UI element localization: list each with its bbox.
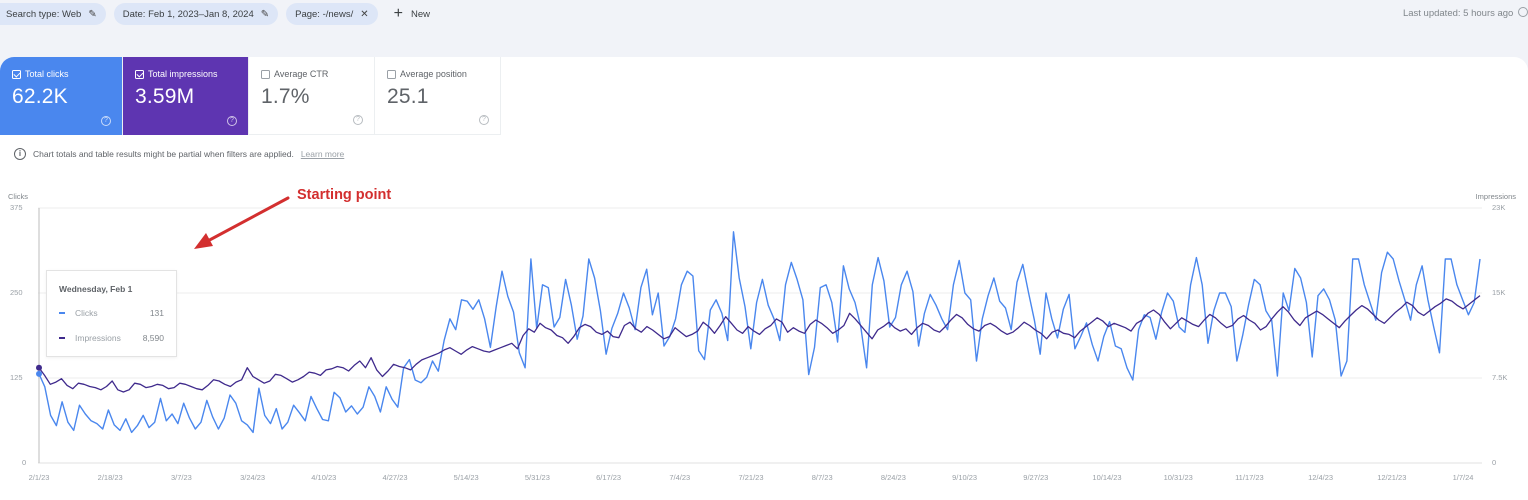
tooltip-date: Wednesday, Feb 1 (59, 284, 133, 294)
tooltip-row-label: Clicks (75, 308, 98, 318)
y-tick-right: 0 (1492, 458, 1497, 467)
chip-label: Search type: Web (6, 8, 82, 20)
x-tick: 5/31/23 (524, 473, 550, 482)
filter-bar: Search type: Web ✎ Date: Feb 1, 2023–Jan… (0, 2, 438, 26)
x-tick: 7/4/23 (669, 473, 691, 482)
metric-label: Total clicks (25, 69, 69, 79)
starting-point-annotation: Starting point (297, 187, 392, 203)
impressions-hover-dot (36, 364, 42, 371)
last-updated: Last updated: 5 hours ago (1403, 7, 1528, 19)
arrow-icon (194, 196, 290, 249)
clicks-hover-dot (36, 370, 42, 377)
filter-chip-date[interactable]: Date: Feb 1, 2023–Jan 8, 2024 ✎ (113, 3, 279, 25)
clicks-line (38, 231, 1481, 434)
x-tick: 9/10/23 (952, 473, 978, 482)
x-tick: 4/27/23 (382, 473, 408, 482)
y-tick-left: 250 (10, 288, 23, 297)
info-icon: i (14, 148, 26, 160)
x-tick: 8/7/23 (811, 473, 833, 482)
y-tick-left: 375 (10, 203, 23, 212)
checkbox-icon[interactable] (387, 69, 396, 79)
x-tick: 4/10/23 (311, 473, 337, 482)
tooltip-row-value: 8,590 (142, 333, 164, 343)
learn-more-link[interactable]: Learn more (300, 149, 345, 159)
y-tick-right: 15K (1492, 288, 1506, 297)
x-tick: 10/14/23 (1092, 473, 1122, 482)
x-tick: 9/27/23 (1023, 473, 1049, 482)
impressions-line (38, 295, 1481, 393)
partial-data-notice: i Chart totals and table results might b… (14, 148, 344, 160)
x-tick: 12/4/23 (1308, 473, 1334, 482)
y-tick-left: 0 (22, 458, 27, 467)
y-tick-left: 125 (10, 373, 23, 382)
metric-value: 1.7% (261, 85, 310, 108)
metric-value: 25.1 (387, 85, 429, 108)
chip-label: Page: -/news/ (295, 8, 354, 20)
chart-tooltip: Wednesday, Feb 1 Clicks 131 Impressions … (46, 270, 177, 357)
help-icon[interactable] (1518, 7, 1528, 17)
metric-label: Average CTR (274, 69, 329, 79)
filter-chip-search-type[interactable]: Search type: Web ✎ (0, 3, 106, 25)
x-tick: 3/7/23 (170, 473, 192, 482)
metric-card-total-impressions[interactable]: Total impressions 3.59M ? (123, 57, 249, 135)
filter-chip-page[interactable]: Page: -/news/ ✕ (286, 3, 378, 25)
tooltip-row-value: 131 (149, 308, 164, 318)
tooltip-row-label: Impressions (75, 333, 121, 343)
metric-value: 3.59M (135, 85, 195, 108)
tooltip-row-impressions: Impressions 8,590 (59, 333, 164, 343)
x-tick: 1/7/24 (1452, 473, 1474, 482)
x-tick: 12/21/23 (1377, 473, 1407, 482)
y-tick-right: 7.5K (1492, 373, 1508, 382)
new-filter-button[interactable]: + New (386, 6, 438, 22)
x-tick: 3/24/23 (240, 473, 266, 482)
x-tick: 11/17/23 (1235, 473, 1264, 482)
chart-plot-area[interactable] (0, 57, 1528, 500)
metric-card-average-ctr[interactable]: Average CTR 1.7% ? (249, 57, 375, 135)
checkbox-icon[interactable] (12, 69, 21, 79)
last-updated-text: Last updated: 5 hours ago (1402, 8, 1514, 19)
pencil-icon[interactable]: ✎ (260, 8, 270, 20)
impressions-legend-icon (59, 337, 65, 339)
help-icon[interactable]: ? (479, 115, 489, 125)
metric-label: Total impressions (148, 69, 218, 79)
x-tick: 6/17/23 (596, 473, 622, 482)
metric-card-total-clicks[interactable]: Total clicks 62.2K ? (0, 57, 123, 135)
help-icon[interactable]: ? (227, 116, 237, 126)
x-tick: 2/18/23 (97, 473, 123, 482)
pencil-icon[interactable]: ✎ (88, 8, 97, 20)
right-axis-title: Impressions (1475, 192, 1516, 201)
checkbox-icon[interactable] (261, 69, 270, 79)
x-tick: 7/21/23 (738, 473, 764, 482)
x-tick: 8/24/23 (880, 473, 906, 482)
plus-icon: + (393, 5, 403, 22)
metric-label: Average position (400, 69, 467, 79)
x-tick: 5/14/23 (453, 473, 479, 482)
help-icon[interactable]: ? (101, 116, 111, 126)
metric-cards: Total clicks 62.2K ? Total impressions 3… (0, 57, 501, 135)
performance-panel: Total clicks 62.2K ? Total impressions 3… (0, 57, 1528, 500)
left-axis-title: Clicks (8, 192, 28, 201)
gridlines (38, 207, 1482, 464)
help-icon[interactable]: ? (353, 115, 363, 125)
tooltip-row-clicks: Clicks 131 (59, 308, 164, 318)
metric-value: 62.2K (12, 85, 68, 108)
close-icon[interactable]: ✕ (360, 8, 369, 20)
x-tick: 10/31/23 (1163, 473, 1193, 482)
checkbox-icon[interactable] (135, 69, 144, 79)
notice-text: Chart totals and table results might be … (33, 149, 294, 159)
clicks-legend-icon (59, 312, 65, 314)
chip-label: Date: Feb 1, 2023–Jan 8, 2024 (122, 8, 254, 20)
x-tick: 2/1/23 (28, 473, 50, 482)
y-tick-right: 23K (1492, 203, 1506, 212)
new-filter-label: New (410, 8, 430, 20)
metric-card-average-position[interactable]: Average position 25.1 ? (375, 57, 501, 135)
